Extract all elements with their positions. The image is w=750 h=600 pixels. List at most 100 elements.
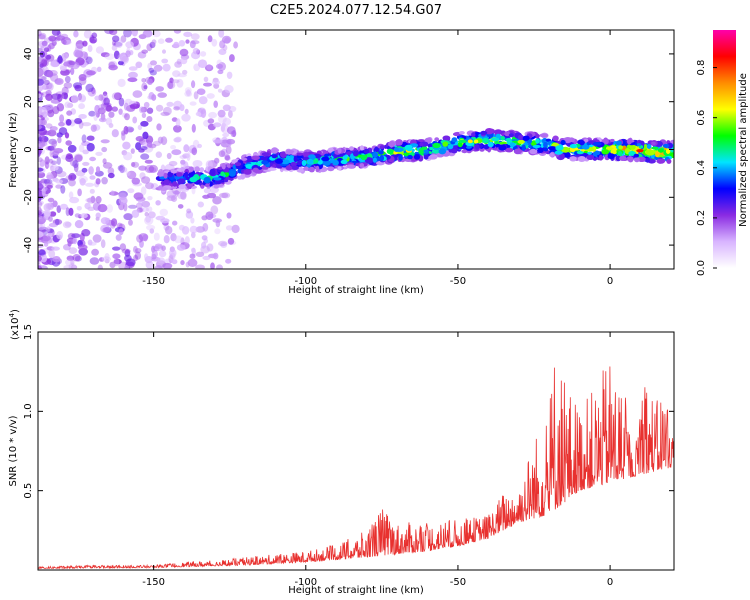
heatmap-cell	[191, 123, 196, 133]
heatmap-cell	[125, 50, 131, 58]
heatmap-cell	[105, 105, 113, 112]
heatmap-cell	[51, 160, 58, 166]
heatmap-cell	[58, 127, 68, 136]
heatmap-cell	[224, 37, 231, 44]
heatmap-cell	[191, 80, 196, 89]
heatmap-cell	[141, 112, 147, 118]
heatmap-cell	[128, 219, 133, 226]
heatmap-cell	[442, 135, 451, 141]
heatmap-cell	[522, 135, 530, 141]
heatmap-cell	[73, 30, 79, 38]
heatmap-cell	[65, 119, 72, 126]
heatmap-cell	[646, 144, 652, 149]
heatmap-cell	[106, 204, 113, 213]
heatmap-cell	[155, 104, 164, 112]
heatmap-cell	[43, 79, 50, 85]
heatmap-cell	[52, 256, 61, 263]
heatmap-cell	[87, 239, 93, 246]
heatmap-cell	[135, 136, 144, 142]
heatmap-cell	[38, 93, 42, 98]
heatmap-cell	[100, 239, 106, 249]
heatmap-cell	[85, 182, 95, 187]
heatmap-cell	[219, 40, 226, 49]
heatmap-cell	[227, 237, 235, 245]
heatmap-cell	[118, 196, 128, 206]
heatmap-cell	[41, 235, 51, 242]
heatmap-cell	[633, 153, 640, 158]
heatmap-cell	[122, 112, 128, 118]
heatmap-cell	[161, 58, 169, 64]
heatmap-cell	[41, 68, 46, 75]
heatmap-cell	[47, 197, 55, 203]
heatmap-cell	[133, 245, 138, 254]
heatmap-cell	[176, 172, 183, 177]
heatmap-cell	[126, 170, 137, 180]
heatmap-cell	[213, 184, 220, 189]
heatmap-cell	[131, 177, 140, 185]
x-tick-label: 0	[607, 276, 613, 287]
heatmap-cell	[308, 166, 315, 173]
heatmap-cell	[108, 111, 115, 118]
heatmap-cell	[192, 47, 199, 55]
heatmap-cell	[180, 159, 186, 165]
heatmap-cell	[147, 166, 157, 173]
heatmap-cell	[61, 92, 68, 100]
heatmap-cell	[517, 139, 525, 144]
heatmap-cell	[78, 103, 85, 110]
heatmap-cell	[78, 93, 82, 101]
heatmap-cell	[379, 154, 384, 162]
heatmap-cell	[128, 66, 138, 71]
heatmap-cell	[118, 108, 123, 115]
heatmap-cell	[203, 82, 212, 87]
heatmap-cell	[89, 156, 96, 162]
heatmap-cell	[495, 133, 501, 139]
heatmap-cell	[151, 39, 157, 45]
heatmap-cell	[46, 174, 54, 180]
heatmap-cell	[177, 73, 187, 78]
heatmap-cell	[146, 206, 153, 213]
heatmap-cell	[146, 224, 156, 231]
heatmap-cell	[271, 147, 279, 154]
heatmap-cell	[60, 185, 66, 194]
heatmap-cell	[125, 171, 131, 177]
heatmap-cell	[158, 250, 167, 258]
heatmap-cell	[40, 116, 45, 121]
heatmap-cell	[592, 142, 602, 146]
heatmap-cell	[41, 40, 48, 47]
heatmap-cell	[429, 146, 434, 151]
heatmap-cell	[48, 158, 54, 164]
heatmap-cell	[224, 155, 231, 161]
heatmap-cell	[144, 211, 149, 217]
heatmap-cell	[166, 81, 176, 90]
heatmap-cell	[324, 153, 330, 157]
heatmap-cell	[321, 156, 330, 162]
heatmap-cell	[233, 41, 239, 49]
heatmap-cell	[68, 60, 76, 66]
heatmap-cell	[157, 136, 164, 144]
heatmap-cell	[113, 92, 122, 101]
heatmap-cell	[104, 30, 114, 35]
heatmap-cell	[142, 30, 153, 38]
heatmap-cell	[202, 194, 210, 199]
heatmap-cell	[169, 248, 177, 258]
heatmap-cell	[133, 254, 139, 262]
heatmap-cell	[123, 30, 132, 38]
heatmap-cell	[148, 67, 155, 73]
heatmap-cell	[121, 55, 129, 63]
heatmap-cell	[225, 225, 233, 231]
heatmap-cell	[117, 78, 126, 88]
heatmap-cell	[560, 139, 566, 146]
heatmap-cell	[198, 96, 208, 105]
heatmap-cell	[100, 217, 110, 225]
heatmap-cell	[124, 265, 130, 269]
heatmap-cell	[139, 106, 145, 114]
heatmap-cell	[107, 167, 115, 175]
heatmap-cell	[38, 32, 47, 40]
heatmap-cell	[174, 61, 183, 68]
snr-frame	[37, 331, 675, 571]
heatmap-cell	[38, 225, 46, 231]
heatmap-cell	[189, 225, 198, 234]
heatmap-cell	[174, 235, 183, 244]
heatmap-cell	[135, 61, 143, 69]
heatmap-cell	[458, 139, 467, 144]
